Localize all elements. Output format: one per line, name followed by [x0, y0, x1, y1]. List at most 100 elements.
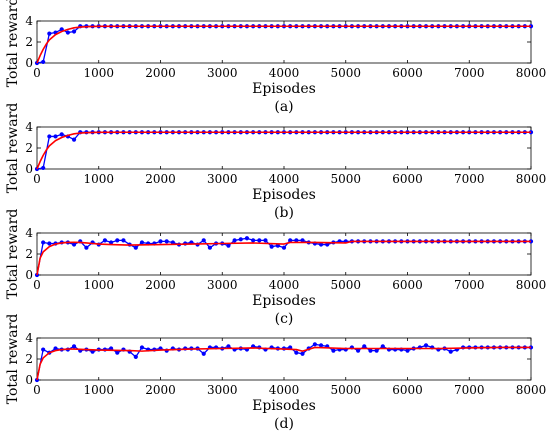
- y-tick-label: 2: [25, 141, 33, 155]
- raw-reward-point: [201, 351, 206, 356]
- raw-reward-point: [133, 354, 138, 359]
- y-tick-label: 2: [25, 352, 33, 366]
- chart-marks: [34, 337, 534, 383]
- fitted-reward-curve: [36, 240, 531, 276]
- panel-b: 0 2 4 0 1000 2000 3000 4000 5000 6000 70…: [5, 103, 546, 221]
- panel-c: 0 2 4 0 1000 2000 3000 4000 5000 6000 70…: [5, 209, 546, 327]
- x-tick-label: 4000: [269, 172, 300, 186]
- raw-reward-point: [207, 245, 212, 250]
- y-tick-label: 4: [25, 120, 33, 134]
- raw-reward-point: [300, 238, 305, 243]
- raw-reward-line: [36, 131, 531, 170]
- x-tick-label: 8000: [516, 278, 547, 292]
- raw-reward-point: [380, 344, 385, 349]
- raw-reward-point: [139, 240, 145, 245]
- raw-reward-point: [281, 245, 287, 250]
- raw-reward-line: [36, 25, 531, 64]
- raw-reward-point: [139, 345, 145, 350]
- raw-reward-point: [312, 342, 317, 347]
- raw-reward-point: [269, 244, 274, 249]
- raw-reward-point: [53, 134, 58, 139]
- raw-reward-point: [170, 240, 175, 245]
- raw-reward-point: [71, 137, 77, 142]
- raw-reward-point: [318, 343, 324, 348]
- raw-reward-point: [41, 59, 46, 65]
- plot-area: [36, 337, 532, 381]
- x-tick-label: 5000: [330, 172, 361, 186]
- fitted-reward-curve: [36, 346, 531, 381]
- raw-reward-point: [257, 238, 262, 243]
- raw-reward-point: [244, 236, 250, 241]
- raw-reward-point: [368, 348, 373, 353]
- y-tick-label: 0: [25, 162, 33, 176]
- panel-caption: (c): [275, 311, 294, 327]
- raw-reward-point: [423, 343, 429, 348]
- raw-reward-point: [318, 242, 324, 247]
- x-tick-label: 8000: [516, 383, 547, 397]
- raw-reward-point: [362, 344, 367, 349]
- raw-reward-point: [47, 31, 52, 36]
- raw-reward-point: [325, 242, 330, 247]
- x-tick-label: 7000: [454, 172, 485, 186]
- x-tick-label: 6000: [392, 172, 423, 186]
- x-tick-label: 5000: [330, 383, 361, 397]
- raw-reward-point: [71, 29, 77, 34]
- raw-reward-point: [331, 348, 336, 353]
- x-tick-label: 6000: [392, 278, 423, 292]
- raw-reward-point: [47, 134, 52, 139]
- x-tick-label: 3000: [207, 172, 238, 186]
- raw-reward-point: [201, 238, 206, 243]
- x-tick-label: 4000: [269, 66, 300, 80]
- x-tick-label: 1000: [83, 66, 114, 80]
- panel-caption: (d): [274, 416, 294, 432]
- x-tick-label: 0: [33, 383, 41, 397]
- raw-reward-point: [109, 240, 114, 245]
- x-tick-label: 6000: [392, 66, 423, 80]
- raw-reward-point: [84, 245, 89, 250]
- raw-reward-point: [374, 348, 379, 353]
- x-tick-label: 0: [33, 66, 41, 80]
- x-tick-label: 6000: [392, 383, 423, 397]
- raw-reward-point: [65, 30, 70, 35]
- x-tick-label: 8000: [516, 172, 547, 186]
- panel-d: 0 2 4 0 1000 2000 3000 4000 5000 6000 70…: [5, 314, 546, 432]
- raw-reward-point: [158, 239, 163, 244]
- chart-marks: [34, 232, 534, 278]
- raw-reward-point: [41, 347, 46, 352]
- x-tick-label: 3000: [207, 278, 238, 292]
- raw-reward-point: [41, 165, 46, 171]
- raw-reward-point: [288, 238, 293, 243]
- fitted-reward-curve: [36, 131, 531, 170]
- panel-a: 0 2 4 0 1000 2000 3000 4000 5000 6000 70…: [5, 0, 546, 115]
- y-tick-label: 2: [25, 35, 33, 49]
- x-tick-label: 5000: [330, 278, 361, 292]
- raw-reward-point: [448, 349, 453, 354]
- x-tick-label: 2000: [145, 278, 176, 292]
- x-tick-label: 8000: [516, 66, 547, 80]
- raw-reward-point: [102, 238, 108, 243]
- y-axis-label: Total reward: [5, 0, 21, 87]
- raw-reward-point: [133, 245, 138, 250]
- raw-reward-point: [300, 351, 305, 356]
- x-tick-label: 7000: [454, 66, 485, 80]
- x-tick-label: 7000: [454, 278, 485, 292]
- y-tick-label: 0: [25, 56, 33, 70]
- x-tick-label: 7000: [454, 383, 485, 397]
- y-tick-label: 0: [25, 268, 33, 282]
- x-tick-label: 4000: [269, 278, 300, 292]
- x-tick-label: 5000: [330, 66, 361, 80]
- raw-reward-point: [53, 346, 58, 351]
- x-tick-label: 1000: [83, 383, 114, 397]
- raw-reward-point: [71, 242, 77, 247]
- raw-reward-point: [164, 239, 169, 244]
- x-axis-label: Episodes: [252, 81, 316, 97]
- raw-reward-point: [238, 237, 243, 242]
- x-axis-label: Episodes: [252, 398, 316, 414]
- x-tick-label: 2000: [145, 383, 176, 397]
- x-tick-label: 2000: [145, 66, 176, 80]
- raw-reward-point: [263, 238, 268, 243]
- raw-reward-point: [41, 240, 46, 245]
- x-axis-label: Episodes: [252, 293, 316, 309]
- x-tick-label: 0: [33, 172, 41, 186]
